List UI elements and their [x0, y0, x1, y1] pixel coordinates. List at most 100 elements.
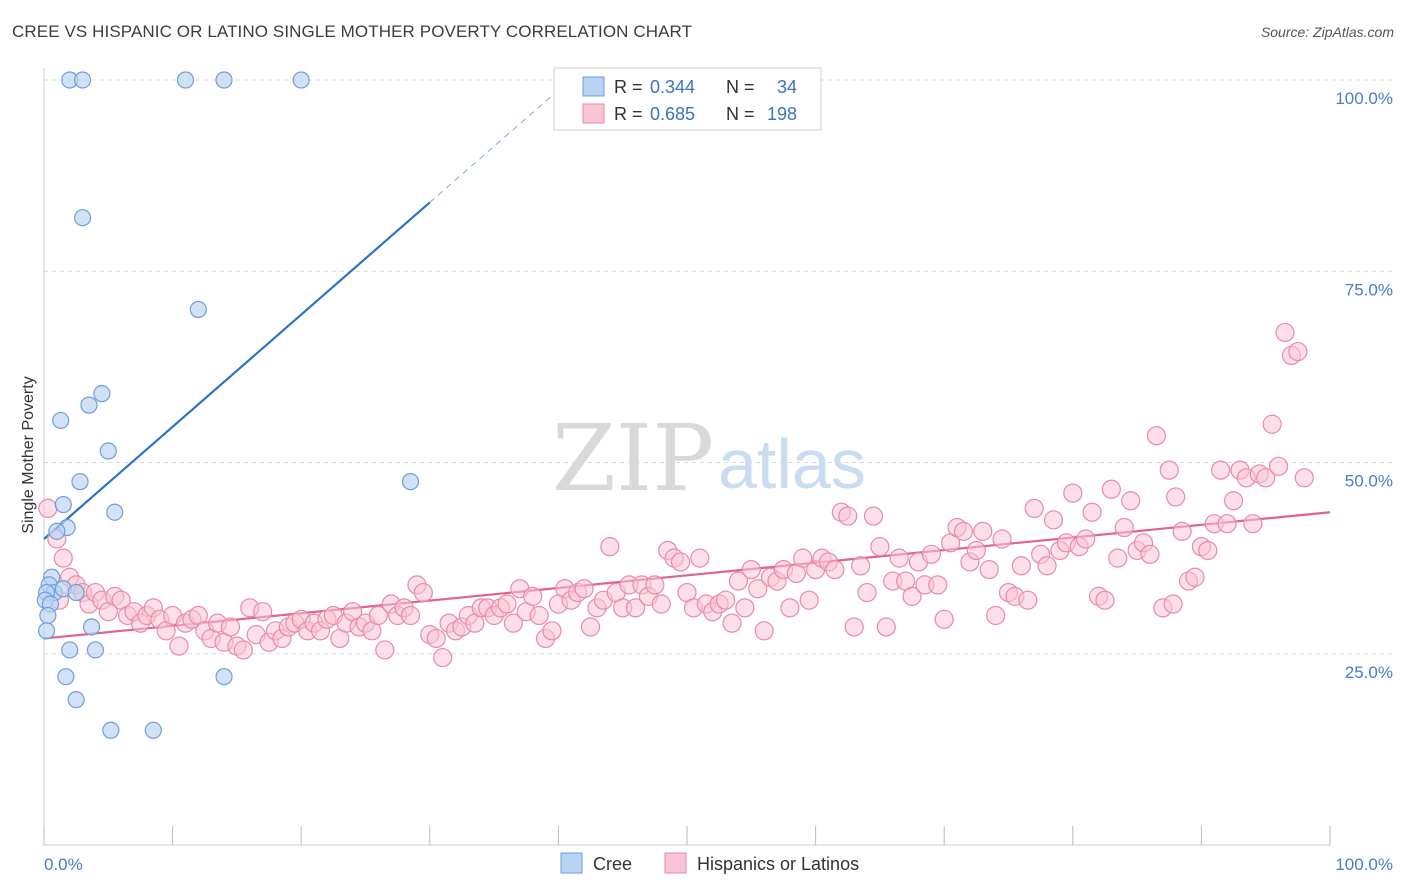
hispanic-point: [986, 605, 1006, 626]
hispanic-point: [728, 571, 749, 591]
cree-trendline: [43, 201, 431, 540]
bottom-legend-swatch-hispanic: [664, 852, 687, 874]
x-tick-label: 100.0%: [1335, 855, 1393, 874]
hispanic-point: [1076, 529, 1096, 549]
hispanic-point: [426, 628, 446, 649]
hispanic-point: [741, 559, 761, 580]
hispanic-point: [574, 579, 594, 599]
hispanic-point: [368, 605, 388, 626]
hispanic-point: [690, 548, 710, 568]
y-tick-label: 25.0%: [1345, 663, 1393, 682]
hispanic-point: [38, 498, 58, 518]
hispanic-point: [748, 579, 768, 599]
hispanic-point: [600, 537, 620, 557]
cree-point: [215, 668, 233, 686]
hispanic-point: [1217, 514, 1237, 534]
legend-r-label-hispanic: R =: [614, 104, 643, 124]
cree-point: [86, 641, 105, 659]
hispanic-point: [253, 602, 273, 622]
legend-swatch-cree: [582, 76, 605, 97]
legend-r-value-cree: 0.344: [650, 77, 695, 97]
hispanic-point: [1172, 521, 1192, 541]
hispanic-point: [780, 598, 800, 618]
hispanic-point: [1108, 548, 1128, 568]
watermark-atlas: atlas: [718, 425, 866, 503]
cree-point: [144, 721, 162, 739]
cree-point: [37, 622, 56, 640]
axes: [43, 68, 1331, 846]
y-tick-label: 75.0%: [1345, 280, 1393, 299]
cree-point: [215, 71, 233, 89]
cree-point: [54, 495, 72, 514]
hispanic-point: [1011, 556, 1031, 576]
cree-trendline-extension: [429, 89, 559, 203]
hispanic-point: [1146, 426, 1166, 446]
hispanic-point: [793, 548, 813, 568]
hispanic-point: [1024, 498, 1044, 518]
hispanic-point: [876, 617, 896, 637]
hispanic-point: [645, 575, 665, 595]
hispanic-point: [1256, 468, 1276, 488]
hispanic-point: [580, 617, 601, 637]
hispanic-point: [1140, 544, 1160, 564]
hispanic-point: [799, 590, 819, 610]
hispanic-point: [1268, 456, 1289, 476]
legend: R = 0.344 N = 34 R = 0.685 N = 198: [553, 67, 822, 131]
hispanic-point: [838, 506, 858, 526]
cree-point: [73, 209, 92, 227]
legend-n-value-cree: 34: [777, 77, 797, 97]
hispanic-point: [1223, 491, 1244, 511]
hispanic-point: [966, 540, 986, 561]
cree-point: [61, 641, 79, 659]
hispanic-point: [735, 598, 755, 618]
hispanic-point: [722, 613, 742, 633]
cree-point: [52, 411, 70, 430]
hispanic-point: [870, 537, 890, 557]
hispanic-point: [625, 598, 646, 618]
legend-r-label-cree: R =: [614, 77, 643, 97]
cree-point: [176, 71, 195, 89]
hispanic-point: [754, 621, 774, 641]
hispanic-point: [1166, 487, 1186, 507]
hispanic-point: [857, 582, 877, 603]
x-tick-label: 0.0%: [44, 855, 83, 874]
y-axis-title: Single Mother Poverty: [20, 376, 37, 533]
bottom-legend-hispanic: Hispanics or Latinos: [697, 854, 859, 874]
hispanic-point: [1163, 594, 1183, 614]
hispanic-point: [1063, 483, 1083, 503]
cree-point: [82, 618, 101, 636]
hispanic-point: [169, 636, 189, 656]
bottom-legend: Cree Hispanics or Latinos: [560, 852, 859, 874]
hispanic-point: [844, 617, 864, 637]
watermark: ZIP atlas: [552, 405, 866, 512]
cree-point: [73, 71, 92, 89]
hispanic-points: [38, 322, 1314, 668]
hispanic-trendline: [43, 511, 1331, 640]
hispanic-point: [851, 556, 871, 576]
hispanic-point: [1185, 567, 1205, 587]
cree-point: [93, 385, 111, 403]
source-label: Source: ZipAtlas.com: [1260, 24, 1394, 40]
cree-point: [189, 300, 207, 319]
hispanic-point: [1082, 502, 1102, 522]
cree-point: [102, 721, 120, 739]
hispanic-point: [503, 613, 523, 633]
hispanic-point: [934, 609, 954, 629]
hispanic-point: [1243, 514, 1263, 534]
hispanic-point: [413, 582, 433, 603]
hispanic-point: [542, 621, 562, 641]
hispanic-point: [1294, 468, 1314, 488]
hispanic-point: [715, 590, 736, 610]
cree-point: [292, 71, 310, 89]
hispanic-point: [1211, 460, 1231, 480]
chart-title: CREE VS HISPANIC OR LATINO SINGLE MOTHER…: [12, 22, 693, 41]
cree-point: [67, 583, 85, 602]
hispanic-point: [902, 586, 922, 606]
cree-point: [67, 691, 85, 709]
hispanic-point: [1159, 460, 1179, 480]
hispanic-point: [233, 640, 253, 660]
hispanic-point: [529, 605, 549, 626]
cree-point: [401, 473, 420, 491]
hispanic-point: [992, 529, 1012, 549]
hispanic-point: [523, 586, 543, 606]
